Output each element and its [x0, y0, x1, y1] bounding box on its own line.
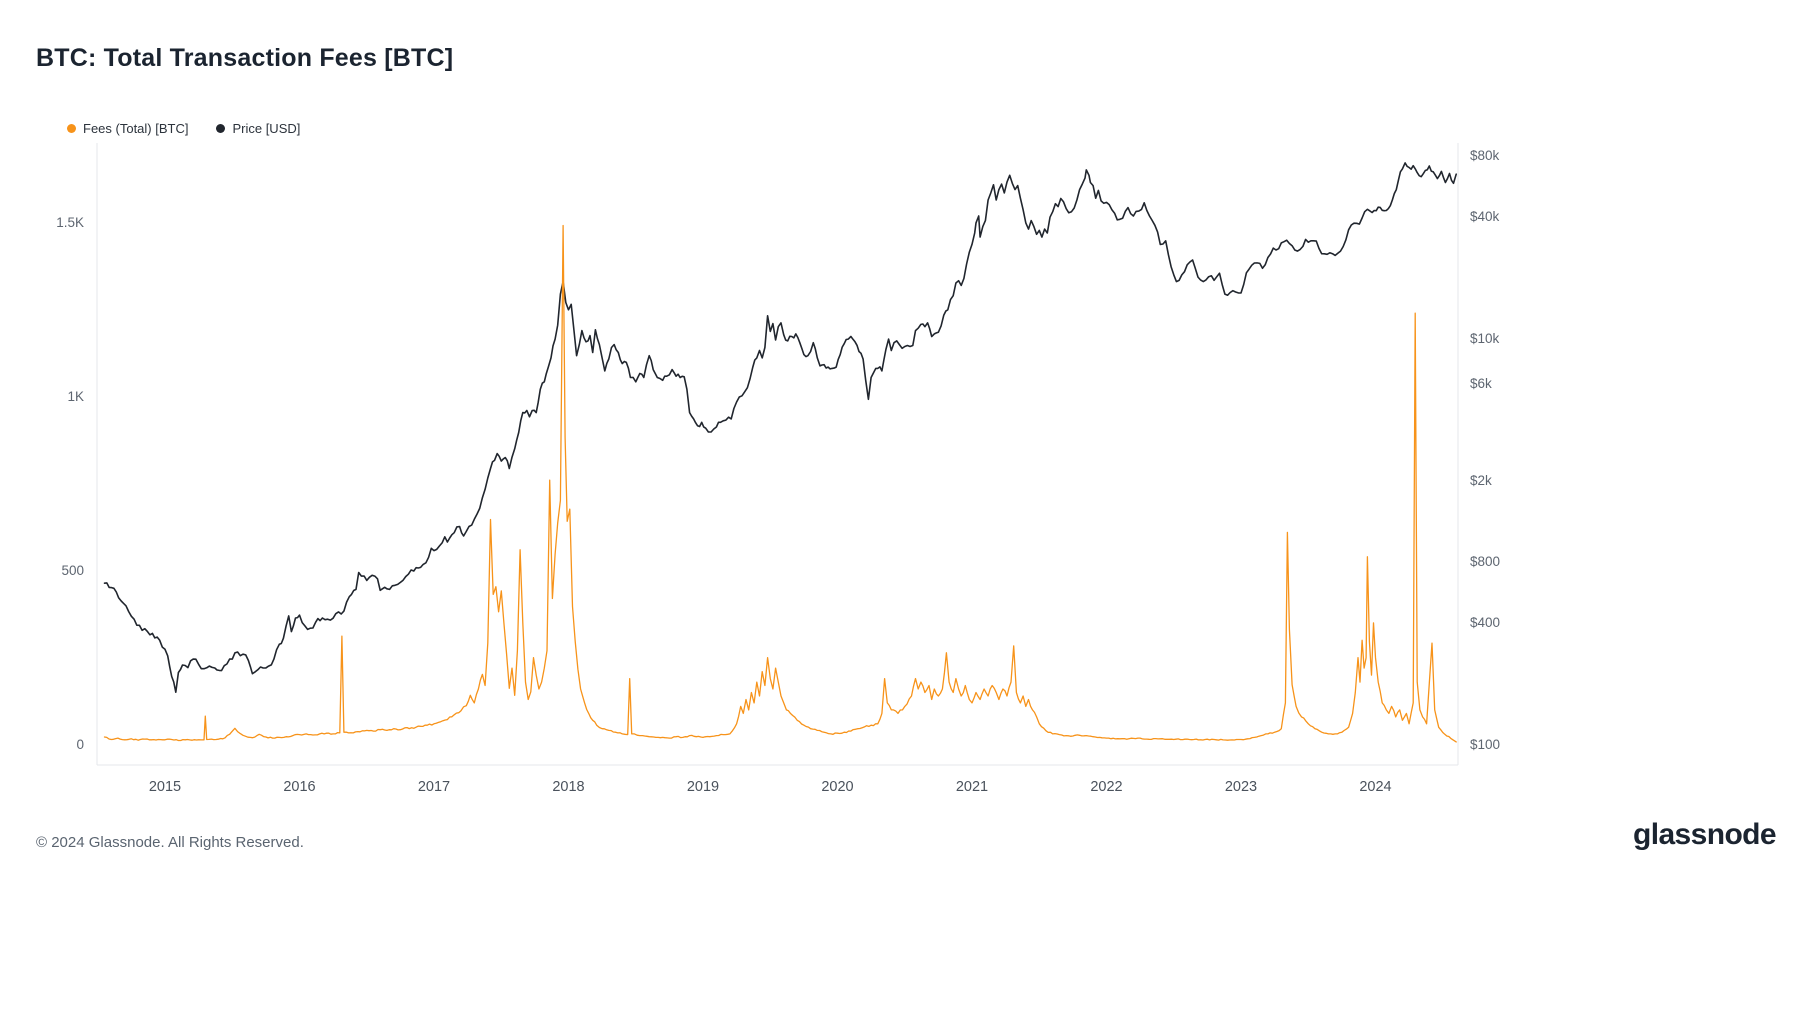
left-axis-tick-label: 1K — [67, 389, 84, 404]
x-axis-tick-label: 2022 — [1090, 779, 1122, 795]
right-axis-tick-label: $2k — [1470, 473, 1492, 488]
legend-item-fees[interactable]: Fees (Total) [BTC] — [67, 121, 188, 136]
right-axis-tick-label: $10k — [1470, 331, 1500, 346]
price-series-dot-icon — [216, 124, 226, 133]
right-axis-tick-label: $6k — [1470, 376, 1492, 391]
right-axis-tick-label: $80k — [1470, 148, 1500, 163]
chart-legend: Fees (Total) [BTC] Price [USD] — [67, 121, 300, 136]
copyright-text: © 2024 Glassnode. All Rights Reserved. — [36, 834, 304, 851]
glassnode-logo[interactable]: glassnode — [1633, 818, 1777, 851]
page-title: BTC: Total Transaction Fees [BTC] — [36, 44, 454, 72]
x-axis-tick-label: 2015 — [149, 779, 181, 795]
legend-price-label: Price [USD] — [232, 121, 301, 136]
x-axis-tick-label: 2017 — [418, 779, 450, 795]
x-axis-tick-label: 2023 — [1225, 779, 1257, 795]
right-axis-tick-label: $100 — [1470, 737, 1500, 752]
right-axis-tick-label: $40k — [1470, 209, 1500, 224]
legend-fees-label: Fees (Total) [BTC] — [83, 121, 189, 136]
x-axis-tick-label: 2018 — [552, 779, 584, 795]
left-axis-tick-label: 500 — [61, 563, 84, 578]
fees-series-line — [103, 224, 1457, 743]
fees-series-dot-icon — [67, 124, 76, 133]
x-axis-tick-label: 2016 — [283, 779, 315, 795]
x-axis-tick-label: 2021 — [956, 779, 988, 795]
left-axis-tick-label: 0 — [76, 737, 84, 752]
x-axis-tick-label: 2019 — [687, 779, 719, 795]
left-axis-tick-label: 1.5K — [56, 215, 84, 230]
x-axis-tick-label: 2024 — [1359, 779, 1391, 795]
price-series-line — [103, 162, 1457, 693]
legend-item-price[interactable]: Price [USD] — [216, 121, 300, 136]
x-axis-tick-label: 2020 — [821, 779, 853, 795]
right-axis-tick-label: $800 — [1470, 554, 1500, 569]
right-axis-tick-label: $400 — [1470, 615, 1500, 630]
